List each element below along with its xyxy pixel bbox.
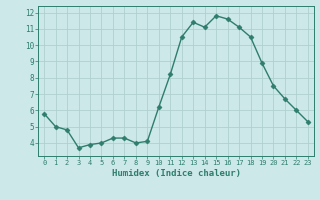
X-axis label: Humidex (Indice chaleur): Humidex (Indice chaleur) (111, 169, 241, 178)
